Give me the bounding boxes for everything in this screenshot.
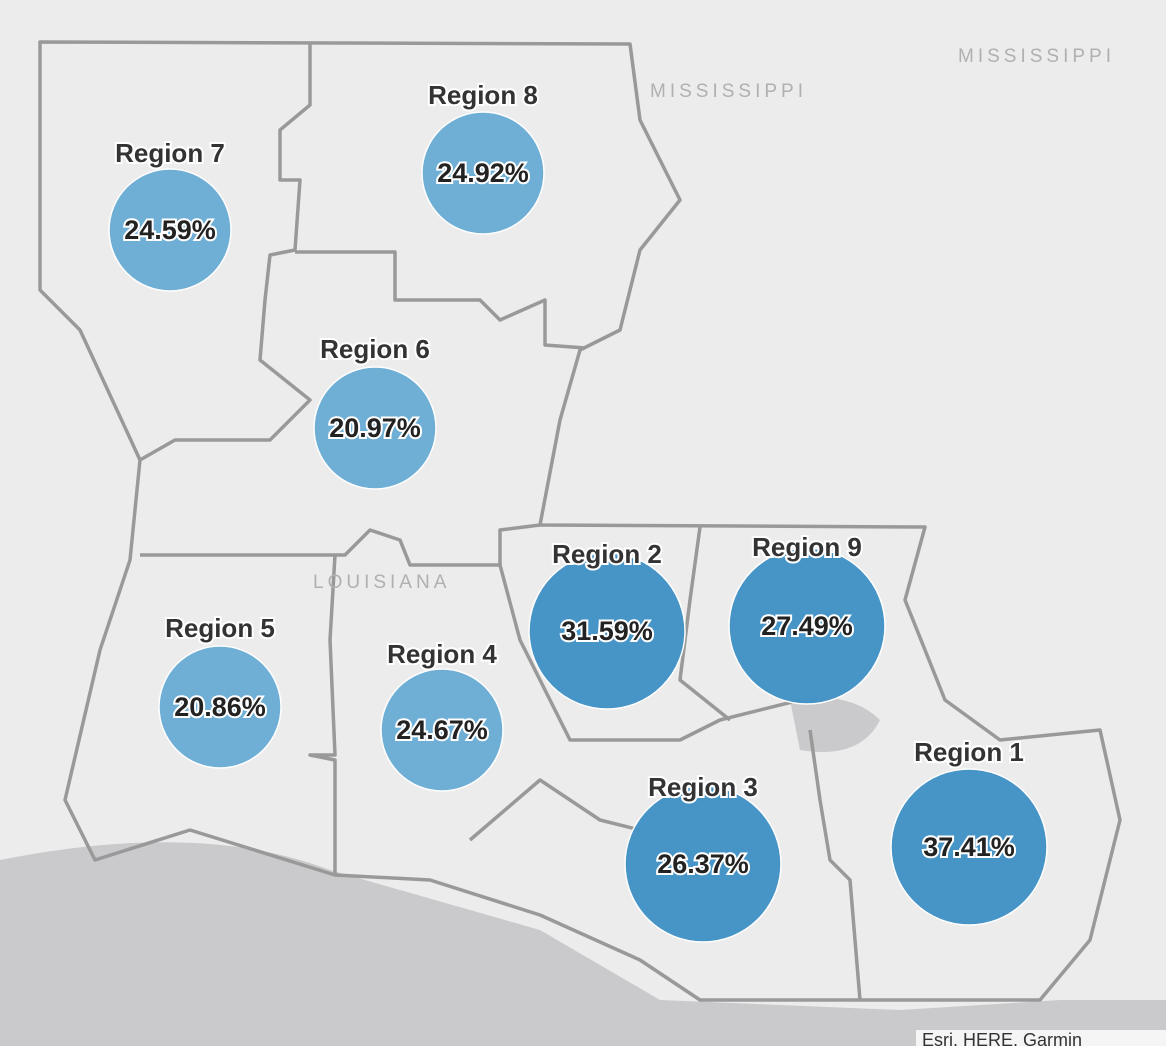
border: [140, 523, 541, 567]
region-name: Region 4: [387, 639, 497, 669]
region-name: Region 5: [165, 613, 275, 643]
region-name: Region 1: [914, 737, 1024, 767]
region-bubble: [108, 168, 232, 292]
region-borders: [139, 42, 862, 1001]
region-bubble: [528, 552, 686, 710]
region-value: 20.86%: [174, 692, 266, 722]
border: [498, 564, 801, 742]
place-label: LOUISIANA: [313, 572, 450, 593]
region-bubble: [380, 668, 504, 792]
bubbles: 24.59% Region 7 24.92% Region 8 20.97% Region…: [108, 78, 1048, 943]
gulf: [0, 842, 1166, 1046]
region-name: Region 6: [320, 334, 430, 364]
region-name: Region 3: [648, 772, 758, 802]
border: [468, 778, 641, 842]
border: [308, 554, 337, 875]
region-value: 24.59%: [124, 215, 216, 245]
place-label: MISSISSIPPI: [958, 46, 1115, 67]
region-bubble: [158, 645, 282, 769]
region-value: 20.97%: [329, 413, 421, 443]
region-bubble: [890, 768, 1048, 926]
border: [808, 729, 862, 1001]
region-value: 37.41%: [923, 832, 1015, 862]
border: [295, 250, 586, 350]
state-outline: [38, 40, 1122, 1002]
region-name: Region 9: [752, 532, 862, 562]
place-label: MISSISSIPPI: [650, 81, 807, 102]
region-value: 27.49%: [761, 611, 853, 641]
border: [139, 42, 312, 462]
region-value: 31.59%: [561, 616, 653, 646]
region-name: Region 7: [115, 138, 225, 168]
attribution: Esri, HERE, Garmin: [922, 1030, 1082, 1046]
region-value: 24.67%: [396, 715, 488, 745]
region-name: Region 8: [428, 80, 538, 110]
region-value: 24.92%: [437, 158, 529, 188]
region-bubble: [313, 366, 437, 490]
region-name: Region 2: [552, 539, 662, 569]
region-bubble: [421, 111, 545, 235]
region-bubble: [728, 547, 886, 705]
region-bubble: [624, 785, 782, 943]
region-value: 26.37%: [657, 849, 749, 879]
attribution-bg: [916, 1030, 1166, 1046]
